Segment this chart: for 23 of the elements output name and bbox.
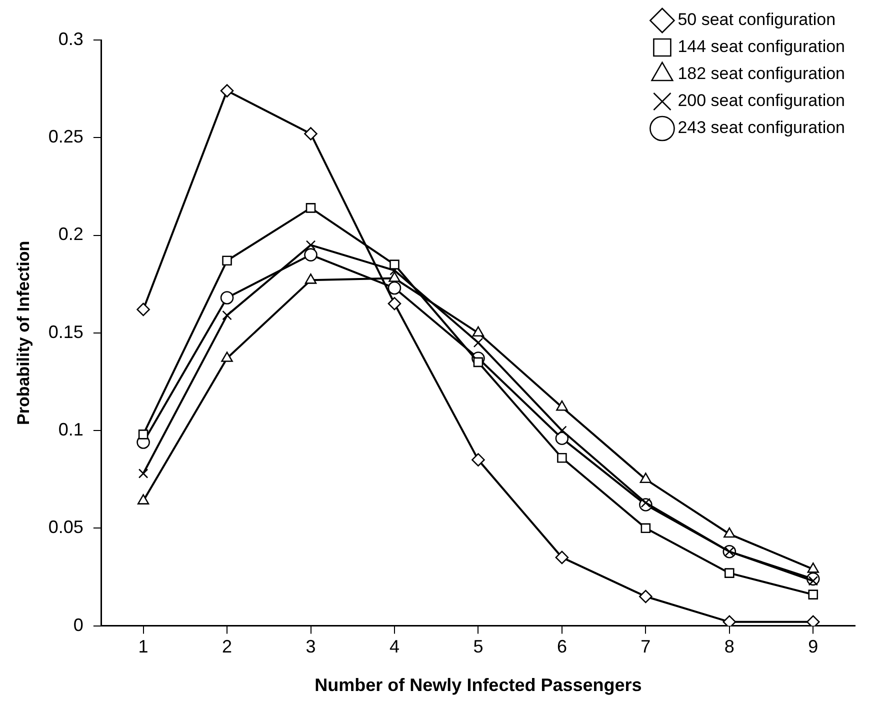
x-tick-label: 7 [640, 636, 651, 657]
x-tick-label: 6 [556, 636, 567, 657]
legend-label: 243 seat configuration [678, 118, 846, 138]
x-tick-label: 4 [389, 636, 400, 657]
y-tick-label: 0.05 [48, 517, 84, 538]
x-tick-label: 1 [138, 636, 148, 657]
y-tick-label: 0.1 [58, 420, 84, 440]
y-tick-label: 0.25 [48, 126, 84, 147]
x-tick-label: 9 [808, 636, 818, 657]
x-tick-label: 8 [724, 636, 734, 657]
y-tick-label: 0.3 [58, 28, 84, 49]
x-tick-label: 2 [222, 636, 232, 657]
legend-label: 200 seat configuration [678, 91, 846, 110]
legend-label: 144 seat configuration [678, 37, 846, 56]
x-tick-label: 3 [306, 636, 316, 657]
y-tick-label: 0 [73, 614, 84, 635]
y-tick-label: 0.15 [48, 322, 84, 342]
x-axis-title: Number of Newly Infected Passengers [314, 675, 642, 696]
y-axis-title: Probability of Infection [14, 240, 33, 425]
legend-label: 182 seat configuration [678, 64, 846, 84]
x-tick-label: 5 [473, 636, 484, 657]
legend-label: 50 seat configuration [678, 10, 836, 30]
y-tick-label: 0.2 [58, 224, 84, 244]
